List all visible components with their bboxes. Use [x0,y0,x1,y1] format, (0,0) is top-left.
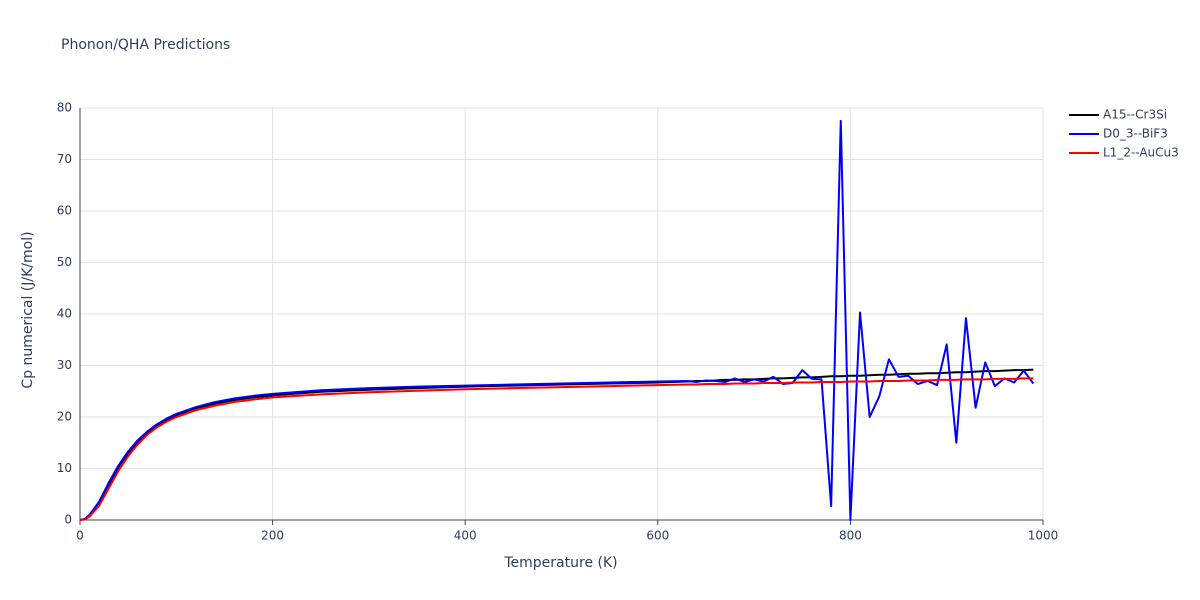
y-tick-label: 20 [57,410,72,424]
line-series [79,368,1034,521]
y-tick-label: 60 [57,204,72,218]
y-tick-label: 30 [57,358,72,372]
chart-title: Phonon/QHA Predictions [61,37,230,53]
legend-label[interactable]: A15--Cr3Si [1103,108,1167,122]
x-axis-label: Temperature (K) [503,555,617,571]
x-tick-label: 0 [76,529,84,543]
x-tick-label: 600 [646,529,669,543]
y-tick-label: 50 [57,255,72,269]
legend-label[interactable]: D0_3--BiF3 [1103,127,1168,141]
y-tick-label: 40 [57,307,72,321]
line-series [79,119,1035,521]
x-tick-label: 200 [261,529,284,543]
x-tick-label: 400 [454,529,477,543]
y-axis-label: Cp numerical (J/K/mol) [20,231,36,388]
x-tick-label: 1000 [1028,529,1059,543]
legend-label[interactable]: L1_2--AuCu3 [1103,146,1179,160]
x-tick-label: 800 [839,529,862,543]
y-tick-label: 10 [57,461,72,475]
line-series [79,377,1034,521]
y-tick-label: 80 [57,101,72,115]
y-tick-label: 70 [57,152,72,166]
y-tick-label: 0 [64,513,72,527]
